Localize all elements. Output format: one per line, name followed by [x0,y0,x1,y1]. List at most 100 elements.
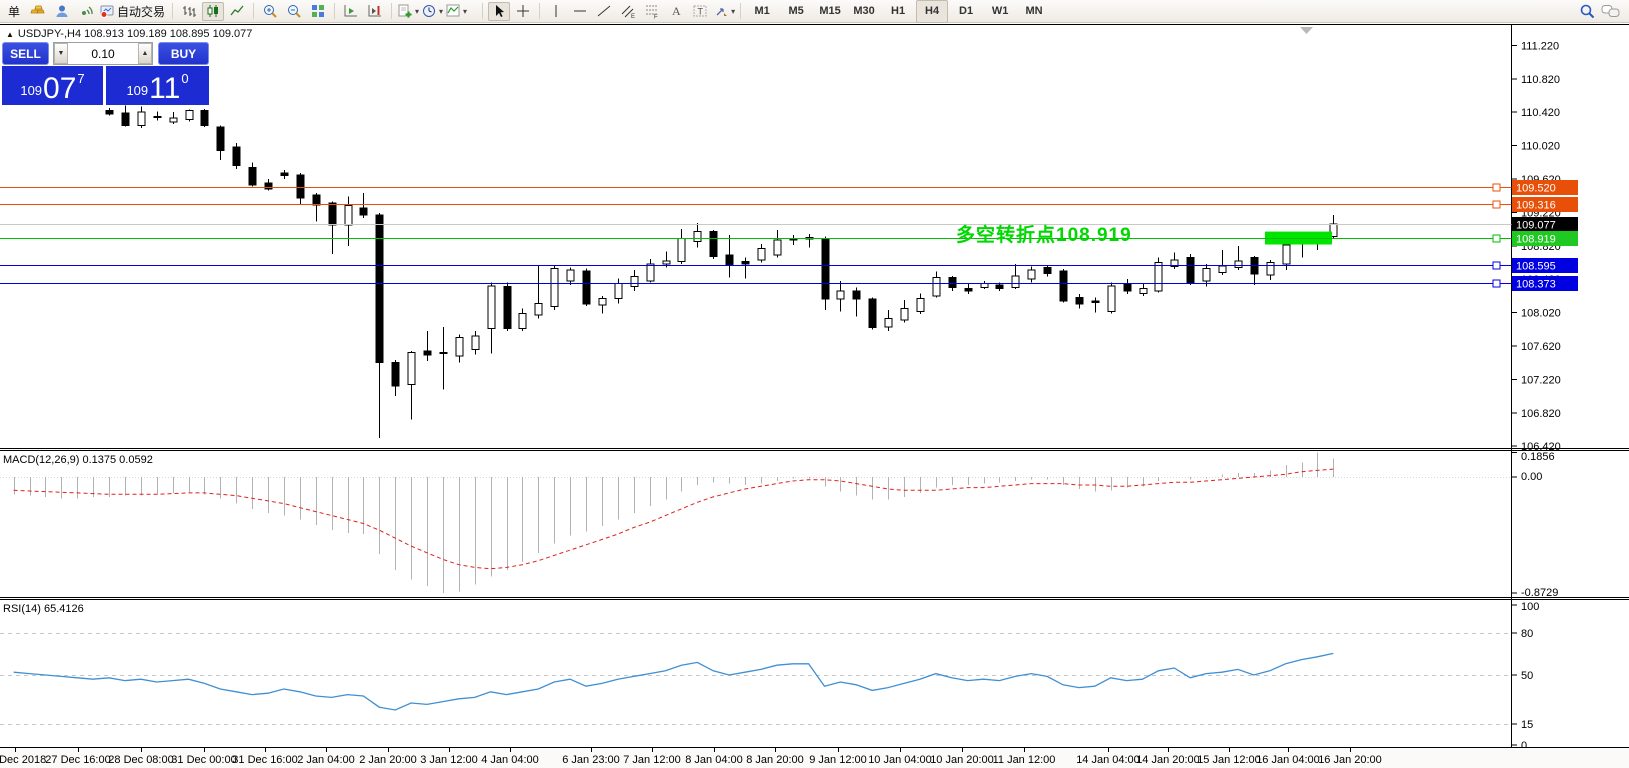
candle-body [677,237,686,263]
new-order-partial-button[interactable]: 单 [3,2,25,21]
level-handle [1492,261,1501,270]
svg-text:14 Jan 04:00: 14 Jan 04:00 [1076,754,1140,766]
svg-text:108.919: 108.919 [1516,234,1556,246]
tab-timeframe-h4[interactable]: H4 [916,0,949,23]
chart-shift-icon[interactable] [364,2,386,21]
candle-body [630,276,639,288]
macd-label: MACD(12,26,9) 0.1375 0.0592 [3,454,153,466]
toolbar-separator [172,3,174,19]
rsi-label: RSI(14) 65.4126 [3,603,84,615]
svg-text:31 Dec 00:00: 31 Dec 00:00 [171,754,236,766]
svg-text:7 Jan 12:00: 7 Jan 12:00 [623,754,681,766]
zoom-out-icon[interactable] [283,2,305,21]
tab-timeframe-h1[interactable]: H1 [891,5,906,17]
svg-text:110.420: 110.420 [1521,107,1560,119]
trendline-tool[interactable] [593,2,615,21]
sell-button[interactable]: SELL [2,42,49,65]
svg-text:2 Jan 04:00: 2 Jan 04:00 [297,754,355,766]
crosshair-tool-button[interactable] [512,2,534,21]
svg-text:8 Jan 04:00: 8 Jan 04:00 [685,754,743,766]
chart-title-text: USDJPY-,H4 108.913 109.189 108.895 109.0… [17,28,253,40]
tab-timeframe-m15[interactable]: M15 [819,5,841,17]
level-price-badge [1512,197,1578,212]
candle-body [1123,282,1132,292]
price-levels[interactable]: 109.520 109.316 109.077 108.919 108.595 108.3… [0,180,1578,291]
auto-scroll-icon[interactable] [340,2,362,21]
new-order-button[interactable]: ▾ [397,2,419,21]
svg-text:3 Jan 12:00: 3 Jan 12:00 [420,754,478,766]
buy-button[interactable]: BUY [158,42,209,65]
autotrade-button[interactable]: 自动交易 [99,2,167,21]
price-axis[interactable]: 111.220110.820110.420110.020109.620109.2… [1511,40,1561,453]
signal-icon[interactable] [75,2,97,21]
candle-body [487,285,496,329]
candle-body [232,146,241,167]
candle-body [1043,266,1052,274]
tab-timeframe-w1[interactable]: W1 [991,5,1009,17]
volume-input[interactable]: 0.10 [91,46,115,61]
svg-text:10 Jan 20:00: 10 Jan 20:00 [930,754,994,766]
tab-timeframe-m30[interactable]: M30 [853,5,875,17]
tab-timeframe-d1[interactable]: D1 [959,5,974,17]
vertical-line-tool[interactable] [545,2,567,21]
candle-body [1059,270,1068,302]
candle-body [598,297,607,306]
scroll-marker-icon[interactable] [1300,27,1313,34]
svg-text:6 Jan 23:00: 6 Jan 23:00 [562,754,620,766]
zoom-in-icon[interactable] [259,2,281,21]
indicators-button[interactable]: ▾ [445,2,467,21]
tab-timeframe-m5[interactable]: M5 [788,5,804,17]
period-clock-button[interactable]: ▾ [421,2,443,21]
horizontal-line-tool[interactable] [569,2,591,21]
buy-price-display[interactable]: 109 11 0 [106,66,209,105]
level-handle [1492,279,1501,288]
main-toolbar: 单 自动交易 [0,0,1629,23]
candle-body [614,282,623,299]
volume-decrease-button[interactable]: ▼ [54,43,68,64]
svg-text:107.620: 107.620 [1521,341,1561,353]
candle-body [741,261,750,265]
gold-bars-icon[interactable] [27,2,49,21]
community-icon[interactable] [51,2,73,21]
level-handle [1492,183,1501,192]
collapse-triangle-icon[interactable]: ▲ [6,30,14,39]
svg-text:50: 50 [1521,670,1533,682]
cursor-tool-button[interactable] [488,1,511,21]
volume-increase-button[interactable]: ▲ [138,43,152,64]
text-label-tool[interactable]: T [689,2,711,21]
candle-body [1154,261,1163,292]
equidistant-channel-tool[interactable]: E [617,2,639,21]
candle-body [423,350,432,356]
fibonacci-tool[interactable]: F [641,2,663,21]
pivot-annotation[interactable]: 多空转折点108.919 [956,225,1132,246]
level-price-badge [1512,217,1578,232]
tab-timeframe-m1[interactable]: M1 [754,5,770,17]
search-icon[interactable] [1576,2,1598,21]
autotrade-icon [100,5,114,18]
bar-chart-mode-button[interactable] [178,2,200,21]
candle-body [1218,265,1227,273]
arrows-tool[interactable]: ▾ [713,2,735,21]
candle-body [773,239,782,256]
line-chart-mode-button[interactable] [226,2,248,21]
candle-body [1027,269,1036,280]
chat-icon[interactable] [1600,2,1622,21]
svg-text:27 Dec 2018: 27 Dec 2018 [0,754,46,766]
macd-signal-line [13,468,1334,570]
tab-timeframe-mn[interactable]: MN [1025,5,1043,17]
svg-text:106.420: 106.420 [1521,441,1561,453]
candle-body [1266,261,1275,276]
candle-body [1202,267,1211,282]
candle-body [503,286,512,329]
candle-body [216,126,225,152]
svg-text:A: A [672,4,681,18]
sell-price-display[interactable]: 109 07 7 [2,66,103,105]
tile-windows-icon[interactable] [307,2,329,21]
dropdown-caret-icon: ▾ [731,6,736,16]
text-tool[interactable]: A [665,2,687,21]
candle-body [646,263,655,282]
candlestick-mode-button[interactable] [202,1,225,21]
svg-text:80: 80 [1521,628,1533,640]
